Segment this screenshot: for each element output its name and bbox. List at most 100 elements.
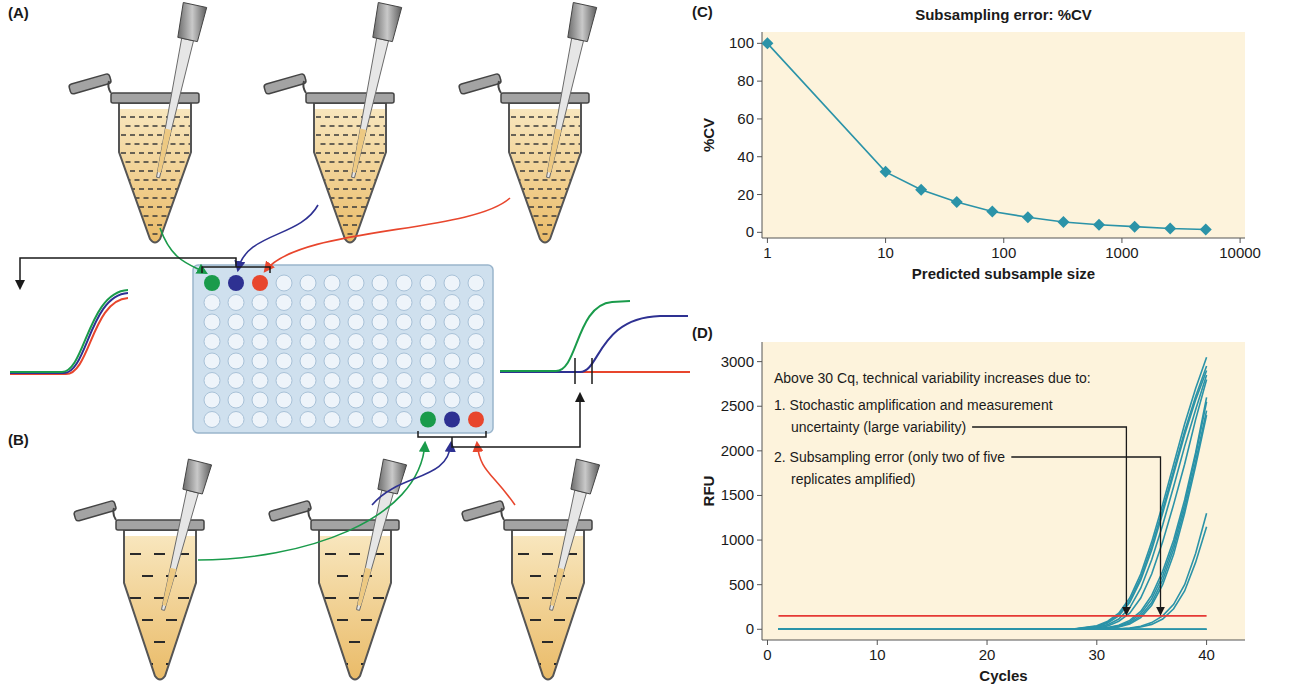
molecule	[144, 197, 149, 199]
molecule	[330, 233, 335, 235]
molecule	[154, 641, 165, 643]
well	[228, 314, 244, 330]
molecule	[565, 242, 570, 244]
molecule	[538, 152, 543, 154]
arrow	[372, 443, 451, 505]
tube-rim	[111, 93, 199, 103]
molecule	[316, 134, 321, 136]
molecule	[175, 224, 180, 226]
molecule	[574, 116, 579, 118]
y-tick-label: 40	[737, 148, 754, 165]
tube-liquid	[505, 109, 585, 259]
molecule	[184, 242, 189, 244]
y-tick-label: 2000	[721, 442, 754, 459]
molecule	[184, 152, 189, 154]
x-tick-label: 0	[763, 646, 771, 663]
well	[468, 392, 484, 408]
molecule	[361, 170, 366, 172]
molecule	[171, 179, 176, 181]
y-tick	[757, 43, 762, 44]
molecule	[349, 641, 360, 643]
data-point	[915, 184, 927, 196]
well	[324, 353, 340, 369]
molecule	[130, 641, 141, 643]
molecule	[171, 233, 176, 235]
molecule	[180, 143, 185, 145]
molecule	[570, 215, 575, 217]
molecule	[574, 152, 579, 154]
molecule	[534, 197, 539, 199]
molecule	[565, 134, 570, 136]
molecule	[144, 161, 149, 163]
x-tick	[1206, 640, 1207, 645]
molecule	[153, 125, 158, 127]
well	[324, 373, 340, 389]
y-tick	[757, 540, 762, 541]
molecule	[538, 206, 543, 208]
well	[324, 275, 340, 291]
molecule	[139, 116, 144, 118]
molecule	[525, 215, 530, 217]
molecule	[139, 134, 144, 136]
panel-label: (C)	[692, 3, 713, 20]
molecule	[144, 143, 149, 145]
tube	[458, 3, 596, 260]
molecule	[357, 215, 362, 217]
series-line	[778, 411, 1206, 630]
molecule	[543, 143, 548, 145]
sample-well	[468, 412, 484, 428]
molecule	[330, 161, 335, 163]
series-line	[778, 397, 1206, 629]
molecule	[180, 233, 185, 235]
well	[300, 353, 316, 369]
plot-background	[762, 342, 1245, 640]
well	[276, 392, 292, 408]
molecule	[574, 206, 579, 208]
well	[300, 412, 316, 428]
molecule	[361, 224, 366, 226]
tube-body	[509, 103, 581, 243]
tube-body	[319, 530, 391, 680]
pipette-liquid	[550, 568, 564, 606]
y-tick	[757, 450, 762, 451]
liquid	[505, 109, 585, 259]
chart: 050010001500200025003000010203040CyclesR…	[700, 342, 1245, 684]
well	[348, 373, 364, 389]
well	[468, 295, 484, 311]
well	[252, 373, 268, 389]
well	[444, 373, 460, 389]
molecule	[361, 619, 372, 621]
molecule	[325, 641, 336, 643]
molecule	[343, 152, 348, 154]
molecule	[325, 134, 330, 136]
liquid	[315, 536, 395, 690]
molecule	[184, 116, 189, 118]
x-axis	[762, 640, 1245, 641]
tube	[73, 459, 211, 690]
y-tick-label: 0	[746, 223, 754, 240]
molecule	[321, 233, 326, 235]
annotation: Above 30 Cq, technical variability incre…	[774, 370, 1091, 386]
molecule	[321, 125, 326, 127]
tube-liquid	[508, 536, 588, 690]
molecule	[316, 224, 321, 226]
molecule	[153, 161, 158, 163]
molecule	[375, 125, 380, 127]
molecule	[529, 188, 534, 190]
series-line	[767, 43, 1205, 229]
molecule	[142, 619, 153, 621]
molecule	[529, 170, 534, 172]
pipette-tip	[162, 490, 199, 610]
molecule	[343, 134, 348, 136]
well	[276, 334, 292, 350]
annotation: 1. Stochastic amplification and measurem…	[774, 397, 1053, 413]
plate	[193, 265, 493, 433]
well	[324, 314, 340, 330]
plate-body	[193, 265, 493, 433]
well	[420, 334, 436, 350]
molecule	[184, 188, 189, 190]
well	[420, 314, 436, 330]
well	[444, 392, 460, 408]
molecule	[520, 170, 525, 172]
well	[372, 353, 388, 369]
